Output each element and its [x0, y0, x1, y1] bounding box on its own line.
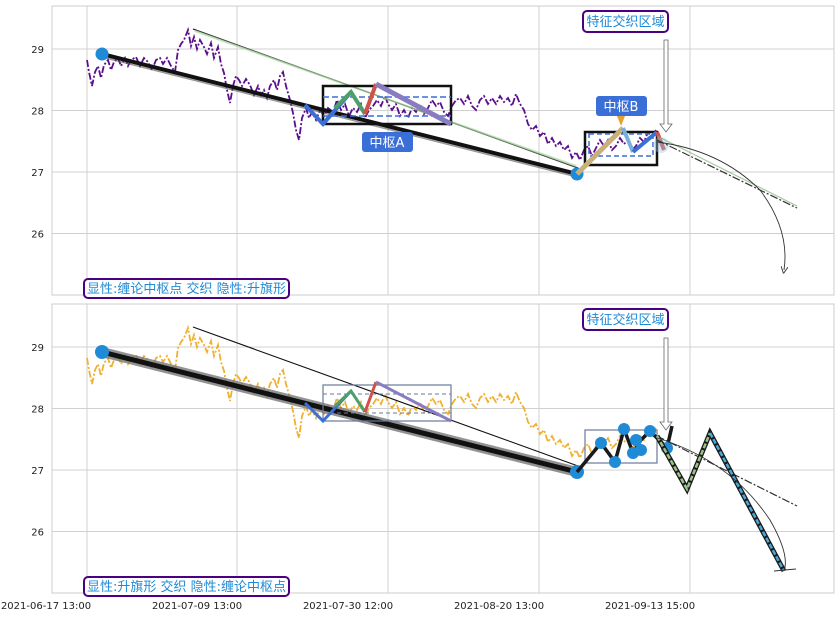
top-zone-highlight [653, 137, 669, 153]
top-zhongshu-a-label: 中枢A [362, 132, 413, 152]
x-tick-label: 2021-08-20 13:00 [454, 601, 544, 612]
bottom-flag-upper-line [192, 326, 579, 467]
x-tick-label: 2021-09-13 15:00 [605, 601, 695, 612]
y-tick-label: 29 [31, 45, 44, 56]
bottom-panel: 26 27 28 29 [31, 303, 835, 597]
bottom-grid [52, 304, 834, 593]
top-grid [52, 6, 834, 295]
top-projection-line-2 [656, 135, 798, 207]
bottom-start-point [95, 345, 109, 359]
y-tick-label: 27 [31, 466, 44, 477]
svg-text:显性:升旗形 交织 隐性:缠论中枢点: 显性:升旗形 交织 隐性:缠论中枢点 [87, 579, 286, 595]
top-region-label: 特征交织区域 [582, 10, 669, 33]
top-stroke-b1 [575, 126, 625, 176]
bottom-trend-line [101, 349, 578, 475]
top-start-point [95, 47, 109, 61]
top-projection-arc [656, 141, 785, 270]
x-tick-label: 2021-07-09 13:00 [152, 601, 242, 612]
svg-text:中枢A: 中枢A [370, 136, 405, 151]
bottom-stroke-2 [333, 388, 367, 413]
y-tick-label: 26 [31, 230, 44, 241]
top-flag-upper-green [194, 30, 577, 167]
x-tick-label: 2021-06-17 13:00 [1, 601, 91, 612]
top-zhongshu-a-box [321, 84, 453, 126]
top-region-arrow [659, 39, 673, 133]
bottom-stroke-3 [363, 381, 378, 413]
top-y-tick-labels: 26 27 28 29 [31, 45, 44, 240]
bottom-region-label: 特征交织区域 [582, 308, 669, 331]
top-price-line [86, 26, 657, 163]
top-trend-shadow [101, 56, 578, 178]
x-tick-label: 2021-07-30 12:00 [303, 601, 393, 612]
top-stroke-3 [363, 83, 378, 115]
bottom-projection-zigzag-green [655, 432, 712, 492]
svg-text:特征交织区域: 特征交织区域 [586, 14, 664, 30]
top-stroke-b2 [621, 127, 635, 153]
bottom-y-tick-labels: 26 27 28 29 [31, 343, 44, 538]
top-stroke-2 [333, 88, 367, 116]
top-stroke-4 [374, 81, 453, 127]
bottom-region-arrow [659, 337, 673, 431]
top-stroke-b3 [631, 130, 659, 154]
top-plot-area [51, 5, 835, 296]
x-tick-labels: 2021-06-17 13:00 2021-07-09 13:00 2021-07-… [1, 601, 695, 612]
bottom-panel-label: 显性:升旗形 交织 隐性:缠论中枢点 [83, 576, 290, 597]
bottom-zhongshu-a-box [322, 384, 452, 422]
svg-text:中枢B: 中枢B [604, 100, 639, 115]
bottom-projection-zigzag-blue [708, 432, 786, 572]
top-stroke-b4 [655, 131, 666, 151]
svg-text:显性:缠论中枢点 交织 隐性:升旗形: 显性:缠论中枢点 交织 隐性:升旗形 [87, 281, 286, 297]
y-tick-label: 28 [31, 107, 44, 118]
y-tick-label: 28 [31, 405, 44, 416]
top-trend-line [101, 52, 578, 176]
bottom-projection-dashdot [656, 435, 798, 507]
svg-text:特征交织区域: 特征交织区域 [586, 312, 664, 328]
bottom-projection-arc [656, 437, 786, 572]
top-zhongshu-b-label: 中枢B [596, 96, 647, 126]
bottom-stroke-4 [375, 380, 452, 423]
top-panel-label: 显性:缠论中枢点 交织 隐性:升旗形 [83, 278, 290, 299]
top-zhongshu-b-inner [588, 133, 654, 157]
bottom-projection-end-marker [773, 568, 797, 572]
y-tick-label: 29 [31, 343, 44, 354]
y-tick-label: 26 [31, 528, 44, 539]
y-tick-label: 27 [31, 168, 44, 179]
top-projection-line-1 [656, 139, 798, 209]
